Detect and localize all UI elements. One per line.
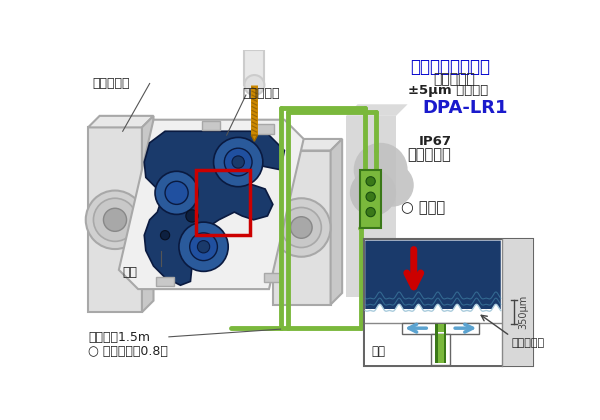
Text: 超大间隙型: 超大间隙型: [433, 72, 475, 86]
Text: 可机内设置: 可机内设置: [407, 147, 451, 163]
Circle shape: [272, 198, 331, 257]
Circle shape: [86, 191, 144, 249]
Polygon shape: [88, 127, 142, 312]
Bar: [364, 239, 533, 366]
Bar: [360, 170, 382, 228]
Polygon shape: [88, 116, 154, 127]
Bar: [444, 324, 446, 363]
Circle shape: [366, 177, 375, 186]
Polygon shape: [273, 139, 342, 150]
Text: IP67: IP67: [419, 135, 452, 148]
Polygon shape: [251, 135, 257, 141]
Text: 空气: 空气: [371, 345, 385, 358]
Circle shape: [232, 156, 244, 168]
Circle shape: [165, 181, 188, 205]
Circle shape: [186, 210, 198, 222]
Text: DPA-LR1: DPA-LR1: [422, 99, 508, 117]
Bar: [436, 324, 437, 363]
Polygon shape: [144, 131, 284, 285]
Bar: [365, 323, 501, 365]
Circle shape: [354, 143, 407, 197]
Text: 空气配管1.5m: 空气配管1.5m: [88, 331, 150, 344]
Circle shape: [160, 231, 170, 240]
Text: 350μm: 350μm: [518, 295, 529, 329]
Circle shape: [244, 75, 265, 95]
Polygon shape: [346, 116, 396, 297]
Circle shape: [281, 207, 322, 247]
Circle shape: [290, 217, 312, 238]
Text: 旋转工作台: 旋转工作台: [92, 77, 130, 90]
Polygon shape: [346, 104, 407, 116]
Circle shape: [366, 207, 375, 217]
Polygon shape: [202, 121, 220, 131]
Text: 精密气压式传感器: 精密气压式传感器: [410, 58, 490, 76]
Circle shape: [214, 137, 263, 186]
Text: ○ 可判别: ○ 可判别: [401, 200, 446, 215]
Bar: [437, 333, 445, 363]
Polygon shape: [156, 277, 174, 286]
Circle shape: [197, 241, 210, 253]
Polygon shape: [263, 273, 282, 282]
Bar: [436, 324, 446, 332]
Text: 压铸发动机: 压铸发动机: [242, 87, 280, 100]
Polygon shape: [119, 120, 304, 289]
Polygon shape: [365, 241, 501, 311]
Circle shape: [179, 222, 228, 271]
Circle shape: [190, 233, 217, 260]
Bar: [244, 50, 265, 85]
Polygon shape: [256, 124, 274, 134]
Circle shape: [371, 164, 414, 207]
Circle shape: [224, 148, 252, 176]
Text: ±5μm 重复精度: ±5μm 重复精度: [407, 84, 488, 97]
Bar: [502, 239, 533, 366]
Circle shape: [155, 171, 198, 214]
Circle shape: [103, 208, 127, 231]
Polygon shape: [273, 150, 331, 304]
Bar: [402, 323, 479, 333]
Circle shape: [94, 198, 137, 241]
Text: 接触面粗糙: 接触面粗糙: [512, 338, 545, 348]
Text: 夹具: 夹具: [123, 266, 138, 279]
Text: ○ 反应速度：0.8秒: ○ 反应速度：0.8秒: [88, 345, 168, 358]
Polygon shape: [142, 116, 154, 312]
Polygon shape: [331, 139, 342, 304]
Bar: [431, 333, 450, 365]
Bar: [365, 309, 501, 324]
Circle shape: [366, 192, 375, 201]
Circle shape: [350, 170, 396, 216]
